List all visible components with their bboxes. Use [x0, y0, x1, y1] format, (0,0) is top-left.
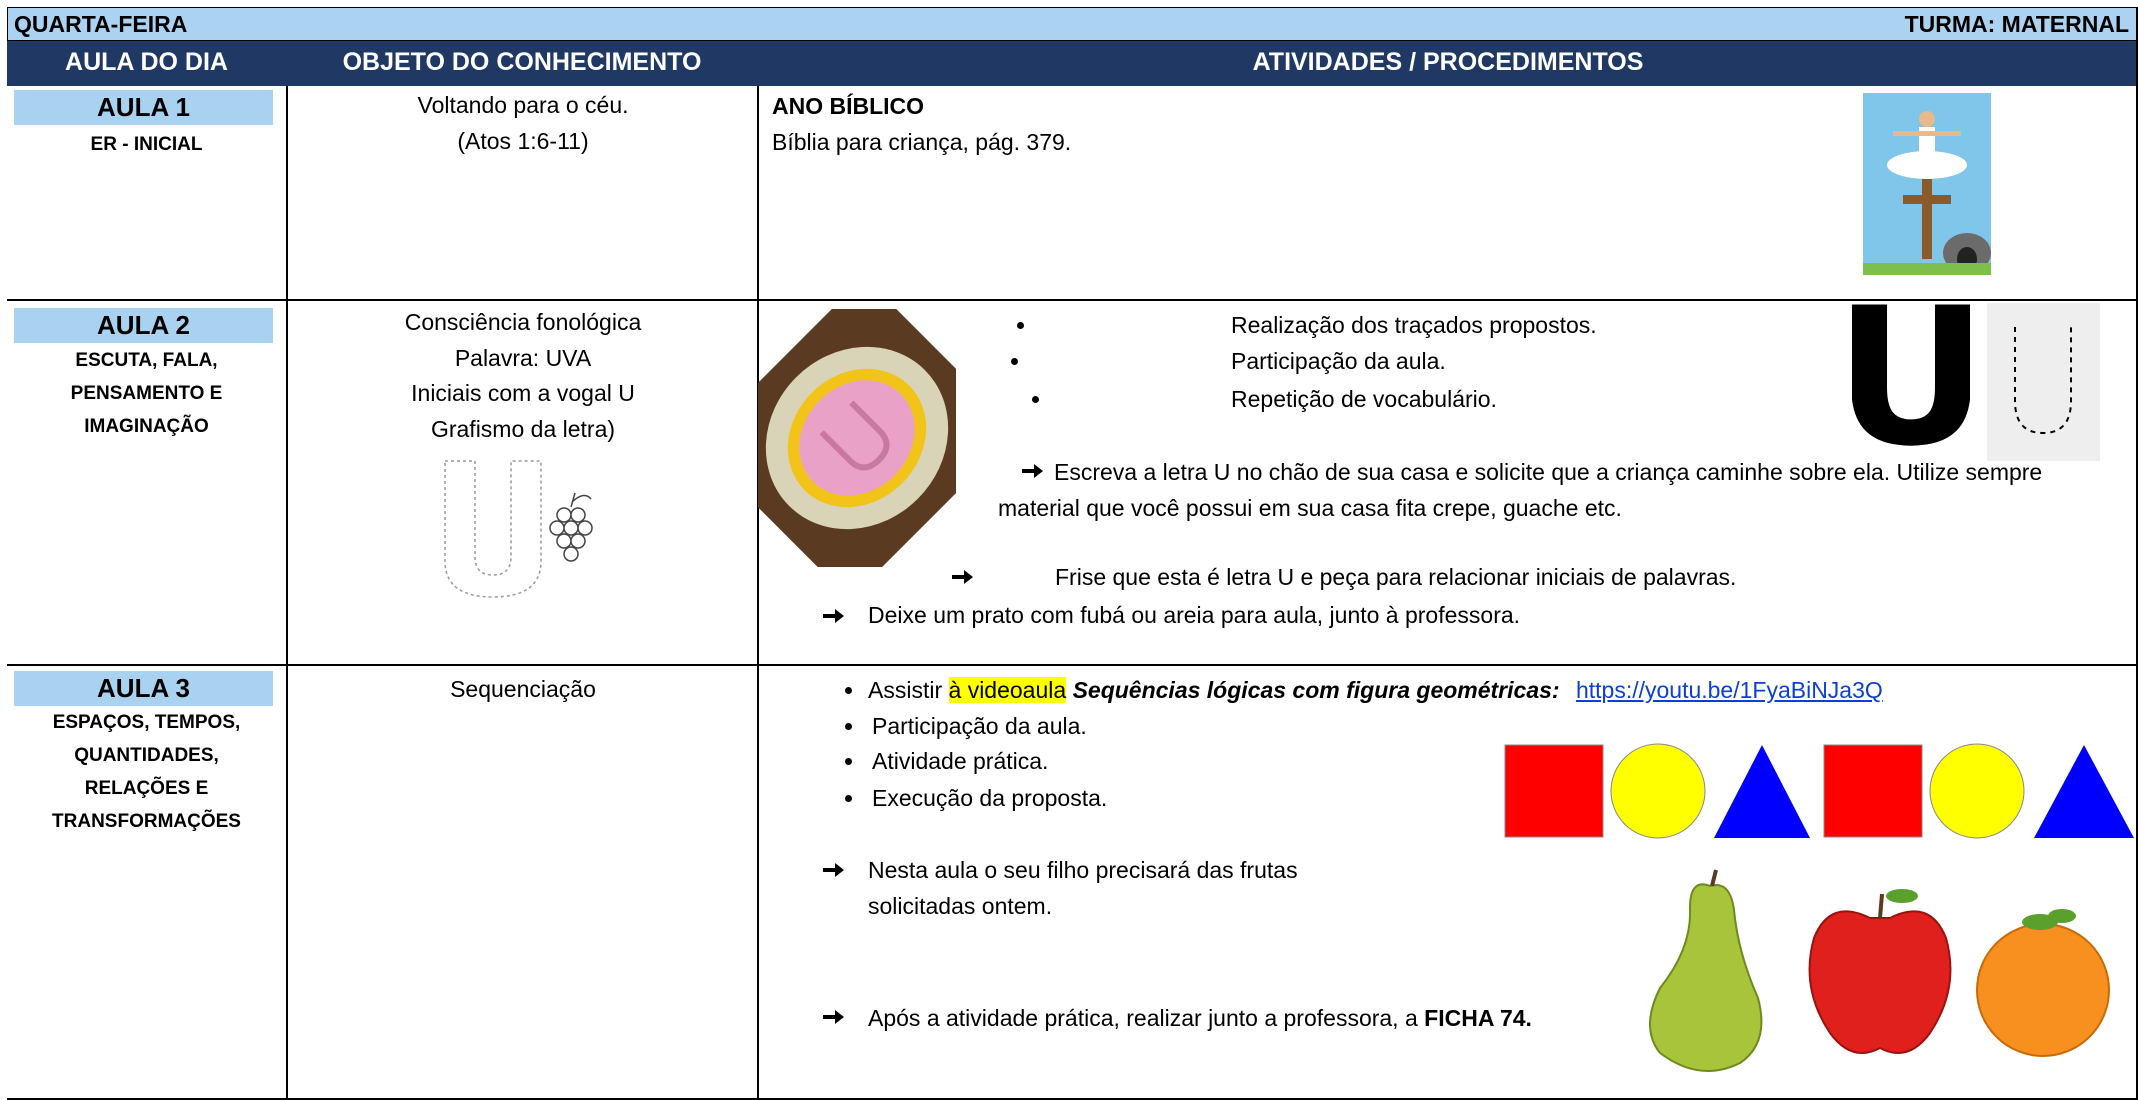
arrow-icon: [952, 570, 973, 584]
row-divider: [7, 1098, 2138, 1100]
fruits-image: [1649, 869, 2110, 1072]
area-line: ESCUTA, FALA,: [75, 350, 218, 371]
day: QUARTA-FEIRA: [14, 11, 188, 37]
bullet-text: Execução da proposta.: [872, 785, 1108, 811]
column-title: OBJETO DO CONHECIMENTO: [342, 48, 702, 76]
column-header: AULA DO DIA OBJETO DO CONHECIMENTO ATIVI…: [7, 41, 2138, 86]
bullet: [845, 795, 852, 802]
topic: Voltando para o céu. (Atos 1:6-11): [288, 88, 758, 159]
topic-line: Palavra: UVA: [454, 344, 592, 371]
arrow-text-part: Após a atividade prática, realizar junto…: [868, 1005, 1418, 1031]
arrow-text: Nesta aula o seu filho precisará das fru…: [868, 857, 1298, 919]
topic: Consciência fonológica Palavra: UVA Inic…: [288, 305, 758, 447]
area-line: TRANSFORMAÇÕES: [52, 811, 241, 832]
topic-line: Consciência fonológica: [404, 309, 642, 335]
video-link[interactable]: https://youtu.be/1FyaBiNJa3Q: [1575, 677, 1883, 703]
bible-illustration: [1863, 93, 1991, 275]
bullet-text: Realização dos traçados propostos.: [1231, 312, 1597, 338]
video-highlight: à videoaula: [948, 677, 1067, 703]
lesson-label: AULA 3: [14, 671, 273, 706]
column-title: AULA DO DIA: [65, 48, 228, 76]
arrow-icon: [823, 863, 844, 877]
big-letter: U: [1852, 303, 1970, 450]
column-divider: [286, 86, 288, 1100]
topic-line: Grafismo da letra): [430, 415, 616, 442]
activity-text: Bíblia para criança, pág. 379.: [772, 129, 1072, 155]
column-divider: [757, 86, 759, 1100]
arrow-icon: [823, 1010, 844, 1024]
lesson-label: AULA 1: [14, 90, 273, 125]
sand-plate-photo: [758, 309, 956, 567]
table-border: [2136, 7, 2138, 1100]
class: TURMA: MATERNAL: [1904, 11, 2129, 37]
arrow-text: Escreva a letra U no chão de sua casa e …: [998, 459, 2043, 521]
area-line: ER - INICIAL: [90, 134, 203, 155]
shape-sequence: [1504, 743, 2134, 839]
lesson-label: AULA 2: [14, 308, 273, 343]
arrow-icon: [1022, 464, 1043, 478]
arrow-text: Após a atividade prática, realizar junto…: [868, 1000, 1608, 1036]
video-prefix: Assistir: [868, 677, 943, 703]
arrow-text-bold: FICHA 74.: [1424, 1005, 1532, 1031]
bullet-text: Repetição de vocabulário.: [1231, 386, 1497, 412]
area: ESCUTA, FALA, PENSAMENTO E IMAGINAÇÃO: [7, 344, 286, 443]
topic-line: Sequenciação: [450, 676, 596, 702]
area-line: QUANTIDADES,: [74, 745, 219, 766]
day-bar: QUARTA-FEIRA TURMA: MATERNAL: [7, 7, 2138, 41]
area-line: RELAÇÕES E: [84, 778, 209, 799]
row-divider: [7, 664, 2138, 666]
dotted-letter-image: [1987, 303, 2100, 461]
topic-line: (Atos 1:6-11): [457, 127, 589, 154]
topic-line: Voltando para o céu.: [417, 92, 629, 118]
area-line: ESPAÇOS, TEMPOS,: [52, 712, 241, 733]
topic: Sequenciação: [288, 672, 758, 708]
bullet: [1011, 358, 1018, 365]
area: ER - INICIAL: [7, 128, 286, 161]
letter-image: U: [1852, 303, 1970, 450]
video-title: Sequências lógicas com figura geométrica…: [1072, 677, 1560, 703]
arrow-icon: [823, 609, 844, 623]
bullet: [845, 723, 852, 730]
bullet-text: Participação da aula.: [1231, 348, 1446, 374]
bullet-text: Atividade prática.: [872, 748, 1049, 774]
letter-trace-image: [444, 460, 593, 598]
area-line: PENSAMENTO E: [70, 383, 223, 404]
column-title: ATIVIDADES / PROCEDIMENTOS: [1252, 48, 1644, 76]
bullet-text: Participação da aula.: [872, 713, 1087, 739]
bullet: [1017, 322, 1024, 329]
bullet: [1032, 396, 1039, 403]
row-divider: [7, 299, 2138, 301]
topic-line: Iniciais com a vogal U: [411, 380, 635, 406]
arrow-text: Frise que esta é letra U e peça para rel…: [1055, 564, 1737, 590]
bullet: [845, 687, 852, 694]
activity-heading: ANO BÍBLICO: [772, 93, 925, 119]
video-line: Assistir à videoaula Sequências lógicas …: [868, 675, 1883, 705]
area-line: IMAGINAÇÃO: [84, 416, 209, 437]
bullet: [845, 758, 852, 765]
area: ESPAÇOS, TEMPOS, QUANTIDADES, RELAÇÕES E…: [7, 706, 286, 838]
arrow-text: Deixe um prato com fubá ou areia para au…: [868, 602, 1521, 628]
